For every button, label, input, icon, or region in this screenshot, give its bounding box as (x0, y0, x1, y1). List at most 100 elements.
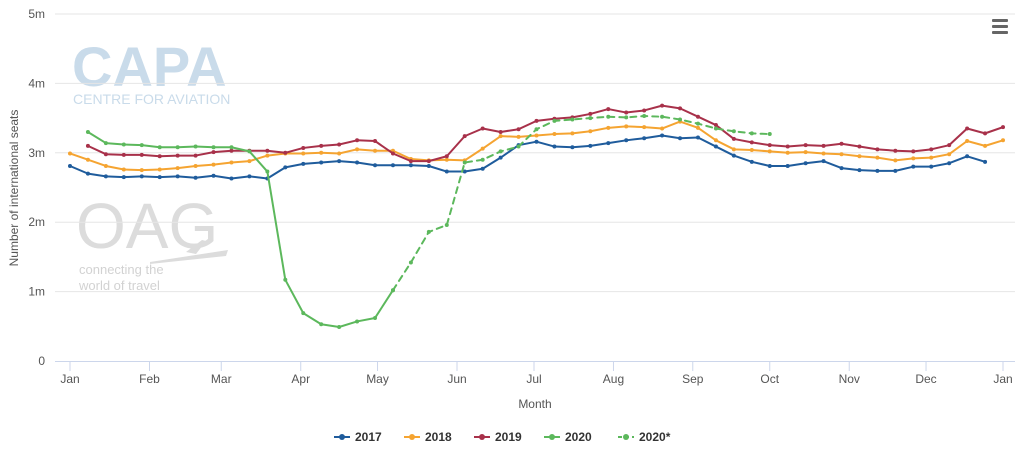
data-point[interactable] (355, 147, 360, 152)
data-point[interactable] (875, 147, 880, 152)
data-point[interactable] (139, 143, 144, 148)
data-point[interactable] (642, 114, 647, 119)
data-point[interactable] (265, 169, 270, 174)
data-point[interactable] (157, 154, 162, 159)
data-point[interactable] (552, 132, 557, 137)
data-point[interactable] (121, 142, 126, 147)
data-point[interactable] (785, 163, 790, 168)
data-point[interactable] (695, 135, 700, 140)
data-point[interactable] (103, 152, 108, 157)
data-point[interactable] (247, 159, 252, 164)
data-point[interactable] (247, 174, 252, 179)
data-point[interactable] (983, 131, 988, 136)
data-point[interactable] (570, 131, 575, 136)
data-point[interactable] (624, 124, 629, 129)
data-point[interactable] (606, 141, 611, 146)
data-point[interactable] (462, 160, 467, 165)
data-point[interactable] (534, 139, 539, 144)
data-point[interactable] (749, 159, 754, 164)
data-point[interactable] (355, 138, 360, 143)
data-point[interactable] (319, 143, 324, 148)
data-point[interactable] (606, 107, 611, 112)
data-point[interactable] (534, 127, 539, 132)
data-point[interactable] (480, 126, 485, 131)
data-point[interactable] (175, 153, 180, 158)
data-point[interactable] (857, 154, 862, 159)
data-point[interactable] (534, 133, 539, 138)
data-point[interactable] (444, 222, 449, 227)
data-point[interactable] (480, 157, 485, 162)
data-point[interactable] (803, 161, 808, 166)
data-point[interactable] (911, 164, 916, 169)
data-point[interactable] (785, 150, 790, 155)
data-point[interactable] (408, 260, 413, 265)
data-point[interactable] (121, 175, 126, 180)
data-point[interactable] (229, 148, 234, 153)
data-point[interactable] (857, 144, 862, 149)
data-point[interactable] (157, 145, 162, 150)
data-point[interactable] (175, 166, 180, 171)
data-point[interactable] (749, 148, 754, 153)
data-point[interactable] (193, 153, 198, 158)
data-point[interactable] (229, 145, 234, 150)
data-point[interactable] (875, 168, 880, 173)
data-point[interactable] (785, 144, 790, 149)
data-point[interactable] (929, 147, 934, 152)
data-point[interactable] (68, 151, 72, 156)
data-point[interactable] (211, 162, 216, 167)
data-point[interactable] (373, 139, 378, 144)
legend-item[interactable]: 2017 (334, 430, 382, 444)
data-point[interactable] (731, 136, 736, 141)
legend-item[interactable]: 2019 (474, 430, 522, 444)
data-point[interactable] (947, 143, 952, 148)
data-point[interactable] (821, 151, 826, 156)
data-point[interactable] (821, 159, 826, 164)
data-point[interactable] (265, 153, 270, 158)
data-point[interactable] (301, 161, 306, 166)
data-point[interactable] (301, 145, 306, 150)
data-point[interactable] (480, 146, 485, 151)
data-point[interactable] (319, 322, 324, 327)
data-point[interactable] (337, 324, 342, 329)
data-point[interactable] (606, 114, 611, 119)
data-point[interactable] (229, 160, 234, 165)
data-point[interactable] (175, 174, 180, 179)
data-point[interactable] (839, 152, 844, 157)
data-point[interactable] (893, 168, 898, 173)
data-point[interactable] (624, 138, 629, 143)
data-point[interactable] (319, 150, 324, 155)
data-point[interactable] (265, 148, 270, 153)
data-point[interactable] (355, 319, 360, 324)
data-point[interactable] (193, 163, 198, 168)
data-point[interactable] (767, 143, 772, 148)
data-point[interactable] (983, 143, 988, 148)
data-point[interactable] (678, 117, 683, 122)
data-point[interactable] (139, 174, 144, 179)
data-point[interactable] (642, 108, 647, 113)
data-point[interactable] (570, 117, 575, 122)
data-point[interactable] (713, 123, 718, 128)
data-point[interactable] (319, 160, 324, 165)
data-point[interactable] (857, 168, 862, 173)
data-point[interactable] (660, 133, 665, 138)
data-point[interactable] (444, 169, 449, 174)
data-point[interactable] (498, 155, 503, 160)
data-point[interactable] (85, 143, 90, 148)
data-point[interactable] (678, 106, 683, 111)
data-point[interactable] (121, 167, 126, 172)
data-point[interactable] (552, 144, 557, 149)
data-point[interactable] (911, 156, 916, 161)
data-point[interactable] (624, 110, 629, 115)
data-point[interactable] (911, 149, 916, 154)
data-point[interactable] (875, 155, 880, 160)
data-point[interactable] (839, 141, 844, 146)
data-point[interactable] (767, 149, 772, 154)
data-point[interactable] (929, 155, 934, 160)
data-point[interactable] (731, 147, 736, 152)
data-point[interactable] (965, 139, 970, 144)
data-point[interactable] (462, 169, 467, 174)
data-point[interactable] (731, 129, 736, 134)
data-point[interactable] (1001, 125, 1005, 130)
data-point[interactable] (426, 163, 431, 168)
data-point[interactable] (821, 143, 826, 148)
